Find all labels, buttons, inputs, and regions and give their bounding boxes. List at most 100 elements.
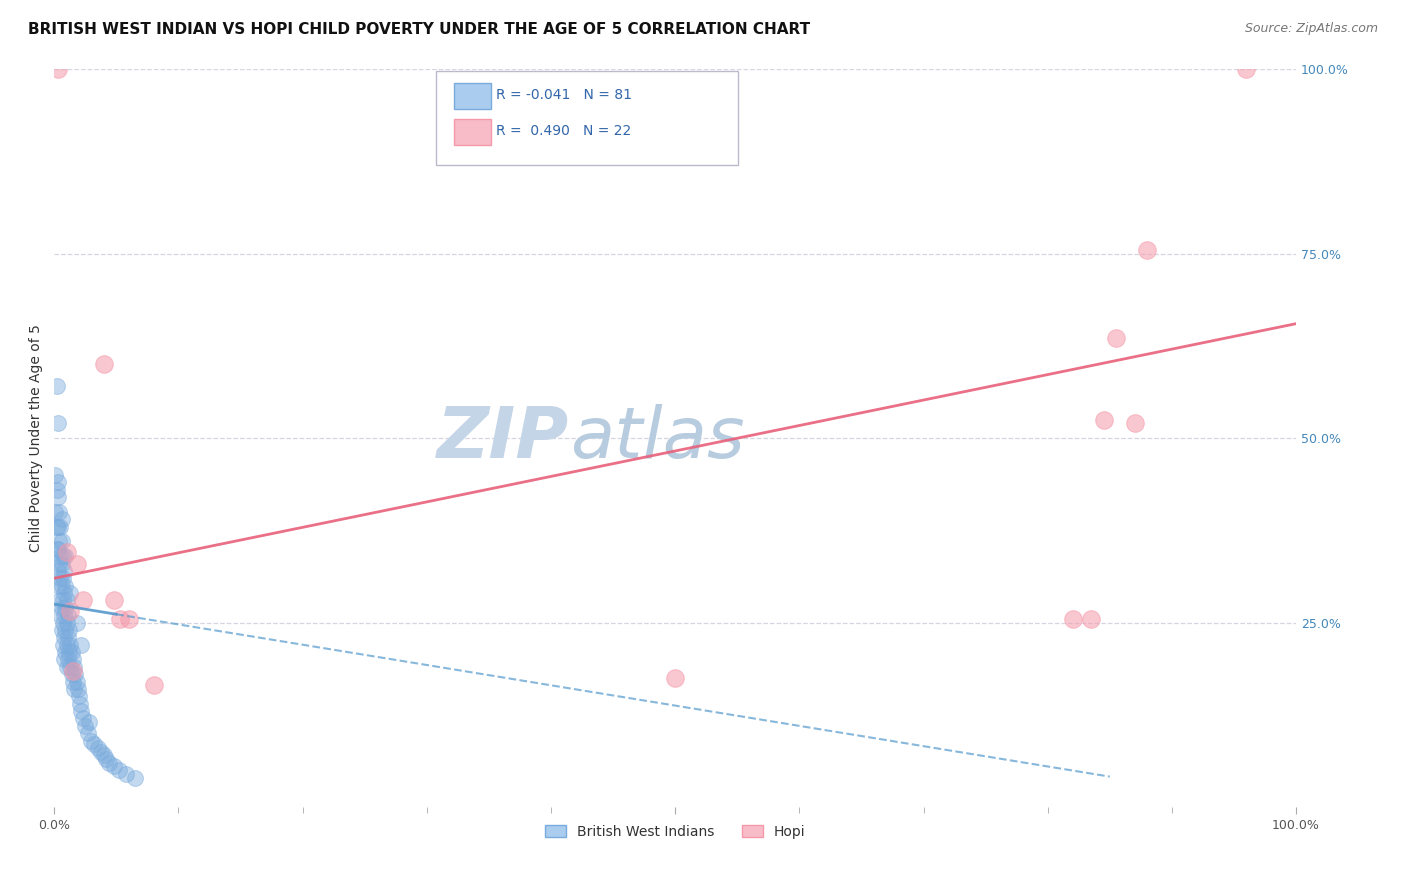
British West Indians (48, 579, 70, 593)
Hopi (1136, 243, 1159, 257)
British West Indians (49, 608, 72, 623)
British West Indians (83, 737, 105, 751)
Hopi (1080, 612, 1102, 626)
Hopi (1062, 612, 1084, 626)
British West Indians (58, 645, 80, 659)
British West Indians (46, 519, 69, 533)
British West Indians (55, 660, 77, 674)
British West Indians (46, 417, 69, 431)
British West Indians (53, 549, 76, 563)
British West Indians (46, 490, 69, 504)
British West Indians (53, 630, 76, 644)
British West Indians (67, 690, 90, 704)
British West Indians (45, 483, 67, 497)
British West Indians (44, 505, 66, 519)
British West Indians (51, 557, 73, 571)
British West Indians (59, 660, 82, 674)
Text: ZIP: ZIP (437, 403, 569, 473)
British West Indians (52, 615, 75, 630)
British West Indians (45, 519, 67, 533)
British West Indians (107, 763, 129, 777)
British West Indians (66, 681, 89, 696)
Hopi (1092, 412, 1115, 426)
British West Indians (48, 505, 70, 519)
British West Indians (49, 571, 72, 585)
Y-axis label: Child Poverty Under the Age of 5: Child Poverty Under the Age of 5 (30, 324, 44, 552)
British West Indians (53, 608, 76, 623)
Hopi (103, 593, 125, 607)
Hopi (1105, 331, 1128, 345)
British West Indians (52, 571, 75, 585)
Hopi (108, 612, 131, 626)
British West Indians (56, 630, 79, 644)
British West Indians (53, 564, 76, 578)
British West Indians (51, 600, 73, 615)
British West Indians (62, 652, 84, 666)
British West Indians (70, 704, 93, 718)
British West Indians (53, 652, 76, 666)
Hopi (664, 671, 686, 685)
Hopi (55, 545, 77, 559)
Text: Source: ZipAtlas.com: Source: ZipAtlas.com (1244, 22, 1378, 36)
British West Indians (53, 600, 76, 615)
Hopi (65, 557, 87, 571)
Hopi (1123, 417, 1146, 431)
British West Indians (63, 681, 86, 696)
British West Indians (70, 638, 93, 652)
Text: atlas: atlas (569, 403, 744, 473)
British West Indians (76, 726, 98, 740)
British West Indians (80, 733, 103, 747)
British West Indians (65, 667, 87, 681)
British West Indians (65, 674, 87, 689)
British West Indians (69, 697, 91, 711)
British West Indians (75, 719, 97, 733)
Hopi (46, 62, 69, 76)
British West Indians (55, 593, 77, 607)
British West Indians (60, 667, 83, 681)
British West Indians (63, 660, 86, 674)
Text: R =  0.490   N = 22: R = 0.490 N = 22 (496, 124, 631, 138)
British West Indians (90, 745, 112, 759)
British West Indians (49, 593, 72, 607)
British West Indians (86, 741, 108, 756)
British West Indians (49, 519, 72, 533)
British West Indians (77, 715, 100, 730)
Hopi (93, 357, 115, 371)
British West Indians (45, 541, 67, 556)
British West Indians (53, 579, 76, 593)
British West Indians (59, 638, 82, 652)
British West Indians (62, 674, 84, 689)
British West Indians (46, 541, 69, 556)
British West Indians (97, 756, 120, 770)
British West Indians (59, 586, 82, 600)
British West Indians (60, 645, 83, 659)
British West Indians (52, 638, 75, 652)
British West Indians (72, 711, 94, 725)
British West Indians (51, 579, 73, 593)
British West Indians (46, 475, 69, 490)
British West Indians (46, 564, 69, 578)
Hopi (72, 593, 94, 607)
Hopi (62, 664, 84, 678)
British West Indians (51, 534, 73, 549)
Hopi (1234, 62, 1257, 76)
British West Indians (48, 557, 70, 571)
British West Indians (53, 586, 76, 600)
Hopi (59, 605, 82, 619)
British West Indians (53, 623, 76, 637)
British West Indians (49, 549, 72, 563)
British West Indians (51, 623, 73, 637)
British West Indians (55, 638, 77, 652)
British West Indians (44, 467, 66, 482)
British West Indians (52, 593, 75, 607)
British West Indians (58, 623, 80, 637)
British West Indians (93, 748, 115, 763)
British West Indians (55, 615, 77, 630)
British West Indians (48, 534, 70, 549)
British West Indians (53, 645, 76, 659)
British West Indians (56, 608, 79, 623)
Text: BRITISH WEST INDIAN VS HOPI CHILD POVERTY UNDER THE AGE OF 5 CORRELATION CHART: BRITISH WEST INDIAN VS HOPI CHILD POVERT… (28, 22, 810, 37)
British West Indians (56, 652, 79, 666)
Legend: British West Indians, Hopi: British West Indians, Hopi (540, 819, 811, 845)
Hopi (142, 678, 165, 692)
